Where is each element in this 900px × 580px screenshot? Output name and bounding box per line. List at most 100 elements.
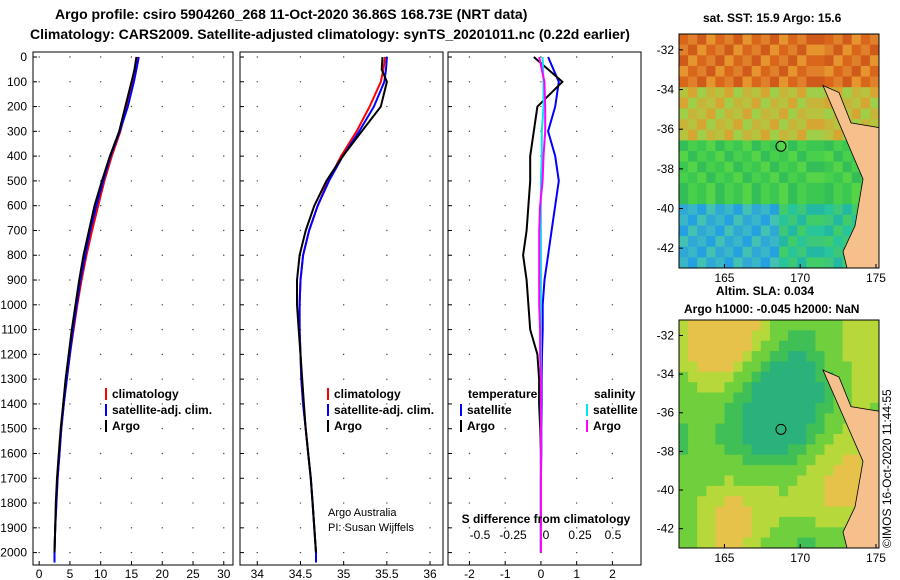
map-cell xyxy=(851,340,862,352)
map-cell xyxy=(706,444,716,456)
grid-dot xyxy=(161,527,163,529)
map-cell xyxy=(760,236,771,248)
map-cell xyxy=(688,76,698,88)
map-cell xyxy=(688,516,698,528)
map-cell xyxy=(788,402,798,414)
grid-dot xyxy=(223,304,225,306)
grid-dot xyxy=(256,452,258,455)
map-cell xyxy=(788,382,798,394)
map-cell xyxy=(724,119,735,131)
map-cell xyxy=(797,108,807,120)
grid-dot xyxy=(161,81,163,83)
map-cell xyxy=(751,65,762,78)
grid-dot xyxy=(386,155,388,157)
map-cell xyxy=(697,351,707,362)
argo-location-marker xyxy=(775,423,787,435)
map-cell xyxy=(851,34,862,46)
grid-dot xyxy=(130,304,133,306)
map-cell xyxy=(697,475,707,487)
map-lon-label: 165 xyxy=(714,551,734,565)
title-line-1: Argo profile: csiro 5904260_268 11-Oct-2… xyxy=(55,6,528,22)
map-cell xyxy=(824,485,835,497)
grid-dot xyxy=(342,353,345,356)
map-cell xyxy=(706,434,716,445)
map-cell xyxy=(751,108,762,120)
map-cell xyxy=(715,193,725,205)
map-cell xyxy=(742,340,753,352)
map-cell xyxy=(769,475,780,487)
map-cell xyxy=(733,506,744,518)
map-cell xyxy=(715,454,725,466)
map-cell xyxy=(724,34,735,46)
map-cell xyxy=(751,172,762,184)
map-cell xyxy=(715,320,725,331)
map-cell xyxy=(815,151,825,163)
grid-dot xyxy=(256,551,258,554)
grid-dot xyxy=(99,328,102,331)
map-cell xyxy=(706,475,716,487)
map-cell xyxy=(742,537,753,549)
grid-dot xyxy=(161,428,163,430)
map-cell xyxy=(824,140,835,152)
map-cell xyxy=(679,402,689,414)
map-cell xyxy=(706,402,716,414)
map-cell xyxy=(824,402,835,414)
grid-dot xyxy=(611,527,614,529)
map-cell xyxy=(824,330,835,342)
map-cell xyxy=(742,351,753,362)
map-cell xyxy=(751,485,762,497)
map-cell xyxy=(751,193,762,205)
map-cell xyxy=(815,236,825,248)
map-cell xyxy=(833,330,844,342)
map-cell xyxy=(679,340,689,352)
map-cell xyxy=(797,454,807,466)
grid-dot xyxy=(69,105,71,108)
map-cell xyxy=(869,44,880,56)
map-cell xyxy=(797,320,807,331)
x-tick-label: 20 xyxy=(156,567,170,580)
map-cell xyxy=(679,65,689,78)
map-cell xyxy=(824,257,835,269)
grid-dot xyxy=(386,180,388,182)
map-cell xyxy=(806,193,816,205)
grid-dot xyxy=(468,403,471,405)
map-cell xyxy=(760,214,771,226)
map-cell xyxy=(833,465,844,476)
map-cell xyxy=(760,465,771,476)
map-cell xyxy=(724,413,735,425)
map-cell xyxy=(697,340,707,352)
map-cell xyxy=(806,119,816,131)
grid-dot xyxy=(386,328,388,331)
map-cell xyxy=(824,454,835,466)
map-cell xyxy=(815,172,825,184)
depth-tick-label: 900 xyxy=(7,273,27,287)
map-cell xyxy=(733,172,744,184)
map-cell xyxy=(760,361,771,373)
map-cell xyxy=(679,172,689,184)
map-cell xyxy=(860,330,871,342)
map-cell xyxy=(797,257,807,269)
map-cell xyxy=(706,151,716,163)
map-cell xyxy=(797,423,807,435)
map-cell xyxy=(769,161,780,173)
grid-dot xyxy=(299,428,302,430)
grid-dot xyxy=(192,304,194,306)
map-cell xyxy=(688,330,698,342)
map-cell xyxy=(715,65,725,78)
grid-dot xyxy=(130,403,133,405)
map-cell xyxy=(760,351,771,362)
map-cell xyxy=(688,236,698,248)
map-cell xyxy=(715,351,725,362)
grid-dot xyxy=(429,229,431,232)
map-cell xyxy=(706,392,716,404)
map-cell xyxy=(733,392,744,404)
salinity-panel: 34 34.5 35 35.5 36 salinity climatology satelli… xyxy=(239,51,444,580)
map-cell xyxy=(842,182,853,195)
grid-dot xyxy=(161,378,163,380)
map-cell xyxy=(688,140,698,152)
map-cell xyxy=(788,257,798,269)
grid-dot xyxy=(256,254,258,256)
map-cell xyxy=(824,55,835,67)
grid-dot xyxy=(161,204,163,207)
map-cell xyxy=(751,214,762,226)
